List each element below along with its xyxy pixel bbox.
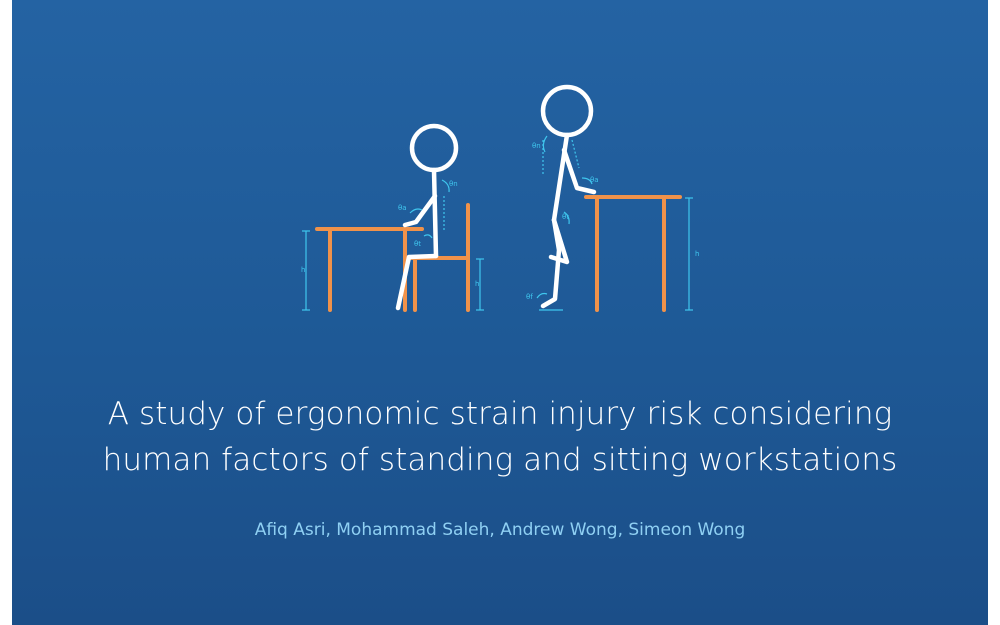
slide-authors: Afiq Asri, Mohammad Saleh, Andrew Wong, … <box>254 520 746 540</box>
slide-title: A study of ergonomic strain injury risk … <box>12 391 988 483</box>
standing-desk <box>584 195 682 312</box>
seated-trunk-angle-label: θt <box>414 240 421 248</box>
seated-measurements <box>302 179 484 311</box>
standing-hip-angle-label: θt <box>562 213 569 221</box>
standing-arm-angle-label: θa <box>590 176 599 184</box>
standing-measurements <box>536 135 693 311</box>
standing-neck-angle-label: θn <box>532 142 541 150</box>
seated-person <box>395 123 459 311</box>
standing-person <box>540 84 597 309</box>
slide-title-line-2: human factors of standing and sitting wo… <box>102 442 898 478</box>
standing-foot-angle-label: θf <box>526 293 533 301</box>
seated-neck-angle-label: θn <box>449 180 458 188</box>
seated-chair-height-label: h <box>475 280 479 288</box>
seated-arm-angle-label: θa <box>398 204 407 212</box>
workstation-illustration: h h θn θa θt <box>301 84 699 312</box>
seated-desk-height-label: h <box>301 266 305 274</box>
slide-title-line-1: A study of ergonomic strain injury risk … <box>107 396 893 432</box>
title-slide: h h θn θa θt <box>12 0 988 625</box>
standing-desk-height-label: h <box>695 250 699 258</box>
